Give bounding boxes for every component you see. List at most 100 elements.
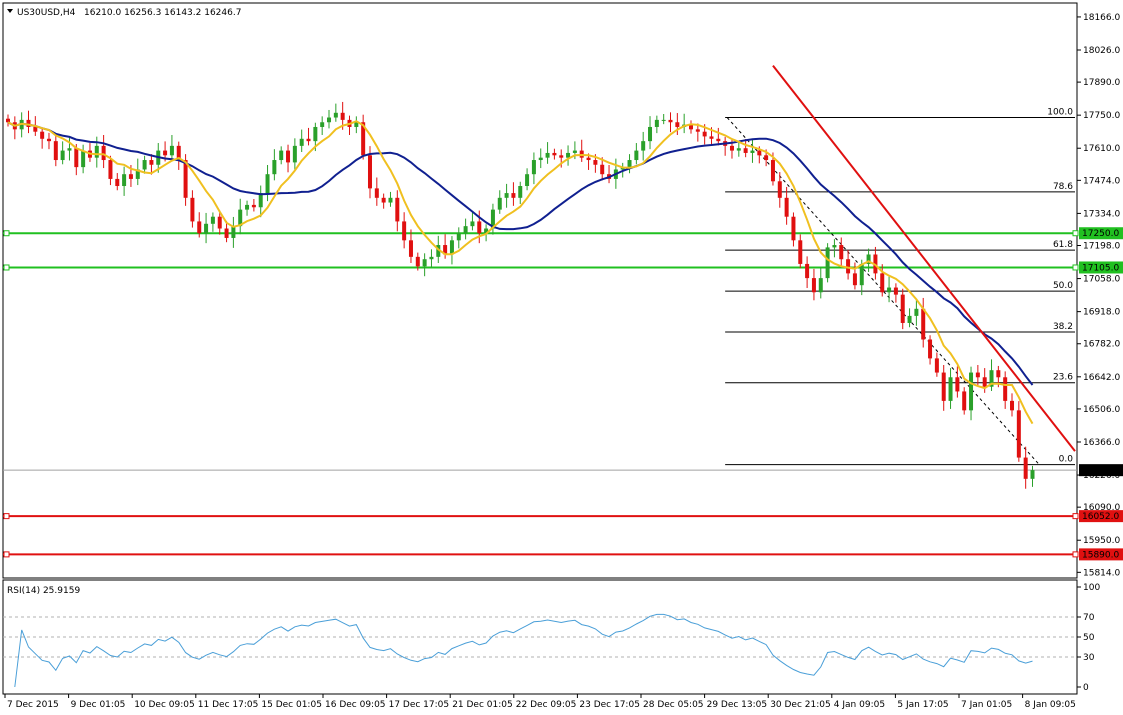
price-tick-label: 17058.0 [1083,275,1120,285]
candle-bull [81,150,86,168]
target-level-handle[interactable] [3,513,10,520]
support-level-handle[interactable] [3,264,10,271]
candle-bull [67,148,72,151]
candle-bull [327,117,332,123]
candle-bear [408,240,413,257]
downtrend-line[interactable] [772,64,1076,452]
candle-bull [388,197,393,203]
time-tick-label: 4 Jan 09:05 [834,700,885,710]
candle-bear [811,278,816,293]
time-tick-label: 10 Dec 09:05 [134,700,195,710]
support-level-handle[interactable] [3,230,10,237]
candle-bull [265,174,270,194]
candle-bull [887,287,892,293]
candle-bull [818,278,823,293]
support-level-price-tag [1079,227,1123,240]
candle-bear [757,150,762,156]
candle-bear [900,294,905,323]
rsi-tick-label: 50 [1083,633,1095,643]
price-tick-label: 16090.0 [1083,503,1120,513]
candle-bear [197,221,202,234]
candle-bear [286,150,291,163]
candle-bull [661,119,666,121]
support-level-handle[interactable] [1072,264,1079,271]
price-axis: 18166.0 18026.0 17890.0 17750.0 17610.0 17474… [1077,13,1120,578]
candle-bear [149,160,154,165]
candle-bull [258,193,263,208]
candle-bear [26,119,31,127]
candle-bear [962,391,967,411]
support-level-price-tag [1079,261,1123,274]
candle-bull [969,372,974,411]
candle-bear [395,197,400,222]
fib-level-label: 100.0 [1047,108,1073,118]
ma-fast-line[interactable] [7,120,1034,425]
candle-bear [928,339,933,359]
time-tick-label: 9 Dec 01:05 [71,700,126,710]
symbol-label: US30USD,H4 [17,8,76,18]
main-price-panel[interactable]: 17250.0 17105.0 16052.0 15890.0 16246.7 100.… [2,2,1123,579]
main-panel-frame [2,2,1078,579]
candle-bull [456,233,461,241]
candlesticks [6,101,1035,489]
candle-bear [402,221,407,241]
price-tick-label: 18026.0 [1083,46,1120,56]
candle-bear [306,138,311,142]
target-level-price-tag [1079,510,1123,523]
target-level-handle[interactable] [3,551,10,558]
candle-bear [224,228,229,238]
rsi-axis: 100 70 50 30 0 [1077,583,1100,693]
candle-bull [648,126,653,142]
candle-bull [989,370,994,387]
rsi-line[interactable] [14,613,1033,688]
candle-bear [1016,410,1021,458]
moving-averages [7,120,1034,425]
candle-bull [210,216,215,224]
candle-bear [600,164,605,175]
candle-bear [675,122,680,127]
candle-bull [907,315,912,323]
time-tick-label: 22 Dec 09:05 [516,700,577,710]
candle-bear [183,160,188,198]
rsi-levels [3,616,1077,658]
target-level-price-label: 15890.0 [1082,550,1119,560]
price-tick-label: 17750.0 [1083,111,1120,121]
price-tick-label: 17198.0 [1083,242,1120,252]
ohlc-readout: 16210.0 16256.3 16143.2 16246.7 [84,8,241,18]
candle-bear [695,129,700,132]
target-level-handle[interactable] [1072,513,1079,520]
candle-bull [299,138,304,146]
trendline-layer [772,64,1076,452]
candle-bear [381,197,386,203]
candle-bear [477,221,482,234]
candle-bear [716,138,721,142]
fib-level-label: 78.6 [1053,182,1073,192]
fib-level-label: 23.6 [1053,373,1073,383]
rsi-tick-label: 30 [1083,653,1095,663]
candle-bull [122,174,127,187]
candle-bull [484,228,489,234]
dropdown-triangle-icon[interactable] [7,9,13,13]
candle-bear [846,259,851,274]
candle-bull [572,150,577,153]
time-tick-label: 21 Dec 01:05 [452,700,513,710]
rsi-title: RSI(14) 25.9159 [7,586,80,596]
candle-bear [74,148,79,168]
candle-bull [504,193,509,198]
candle-bull [463,226,468,234]
candle-bear [777,181,782,198]
target-level-price-tag [1079,548,1123,561]
candle-bull [204,223,209,234]
candle-bear [893,287,898,295]
support-level-handle[interactable] [1072,230,1079,237]
candle-bear [443,245,448,255]
candle-bull [313,126,318,142]
candle-bear [784,197,789,217]
target-level-handle[interactable] [1072,551,1079,558]
rsi-panel[interactable]: 100 70 50 30 0 RSI(14) 25.9159 [2,579,1100,695]
ma-slow-line[interactable] [7,121,1034,386]
candle-bear [176,145,181,161]
candle-bull [449,240,454,255]
candle-bull [142,160,147,170]
